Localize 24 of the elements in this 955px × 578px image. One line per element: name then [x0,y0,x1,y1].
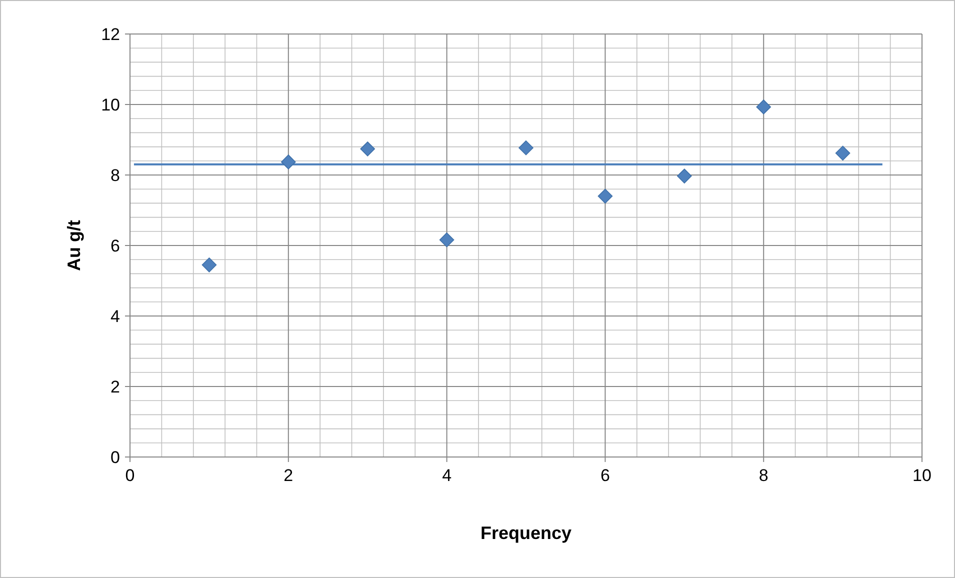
y-tick-label: 4 [110,306,120,326]
x-tick-label: 0 [125,466,135,485]
x-tick-label: 8 [758,466,768,485]
point [835,146,850,161]
y-axis-title: Au g/t [64,220,84,271]
x-tick-label: 4 [442,466,452,485]
point [518,140,534,156]
x-tick-label: 2 [284,466,294,485]
y-tick-label: 10 [101,95,120,114]
y-tick-label: 2 [110,377,120,396]
x-axis-title: Frequency [480,523,572,543]
y-tick-label: 0 [110,448,120,467]
y-tick-label: 12 [101,24,120,44]
point [439,232,454,248]
point [360,142,375,156]
point [677,168,692,184]
point [756,100,771,114]
point [598,188,613,204]
point [281,154,296,170]
y-tick-label: 6 [110,236,120,256]
x-tick-label: 10 [912,466,932,485]
y-tick-label: 8 [110,166,120,185]
point [202,257,217,272]
x-tick-label: 6 [600,466,610,485]
